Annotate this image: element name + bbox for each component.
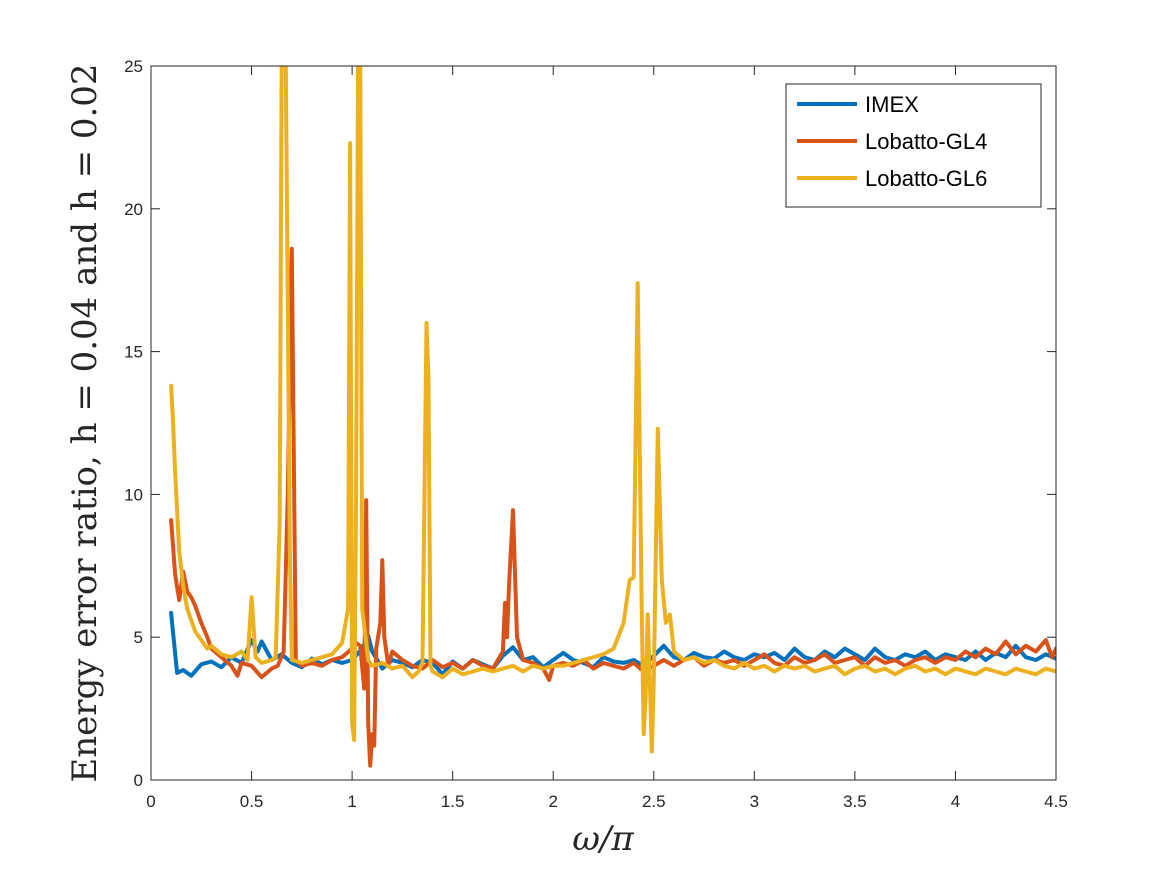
x-tick-label: 1.5 xyxy=(441,792,465,811)
x-tick-label: 2 xyxy=(548,792,557,811)
x-tick-label: 2.5 xyxy=(642,792,666,811)
y-tick-label: 15 xyxy=(124,343,143,362)
y-tick-label: 20 xyxy=(124,200,143,219)
x-tick-label: 4 xyxy=(951,792,960,811)
x-tick-labels: 0 0.5 1 1.5 2 2.5 3 3.5 4 4.5 xyxy=(146,792,1068,811)
legend-entry-3: Lobatto-GL6 xyxy=(797,166,987,191)
legend-label: IMEX xyxy=(865,92,919,117)
legend-entry-2: Lobatto-GL4 xyxy=(797,129,987,154)
tick-layer xyxy=(150,65,1057,781)
x-tick-label: 0.5 xyxy=(240,792,264,811)
y-tick-label: 0 xyxy=(134,771,143,790)
legend-label: Lobatto-GL6 xyxy=(865,166,987,191)
y-axis-title: Energy error ratio, h = 0.04 and h = 0.0… xyxy=(65,63,105,782)
series-line-2 xyxy=(169,246,1056,768)
legend: IMEX Lobatto-GL4 Lobatto-GL6 xyxy=(785,83,1042,208)
legend-entry-1: IMEX xyxy=(797,92,919,117)
y-tick-labels: 0 5 10 15 20 25 xyxy=(124,57,143,790)
series-line-3 xyxy=(169,66,1056,754)
x-axis-title: ω/π xyxy=(572,819,634,859)
x-tick-label: 3 xyxy=(750,792,759,811)
series-layer xyxy=(169,66,1056,768)
x-tick-label: 0 xyxy=(146,792,155,811)
y-tick-label: 5 xyxy=(134,628,143,647)
y-tick-label: 10 xyxy=(124,485,143,504)
legend-label: Lobatto-GL4 xyxy=(865,129,987,154)
plot-frame xyxy=(150,65,1057,781)
x-tick-label: 3.5 xyxy=(843,792,867,811)
x-tick-label: 4.5 xyxy=(1044,792,1068,811)
legend-entries: IMEX Lobatto-GL4 Lobatto-GL6 xyxy=(797,92,987,191)
x-tick-label: 1 xyxy=(347,792,356,811)
y-tick-label: 25 xyxy=(124,57,143,76)
